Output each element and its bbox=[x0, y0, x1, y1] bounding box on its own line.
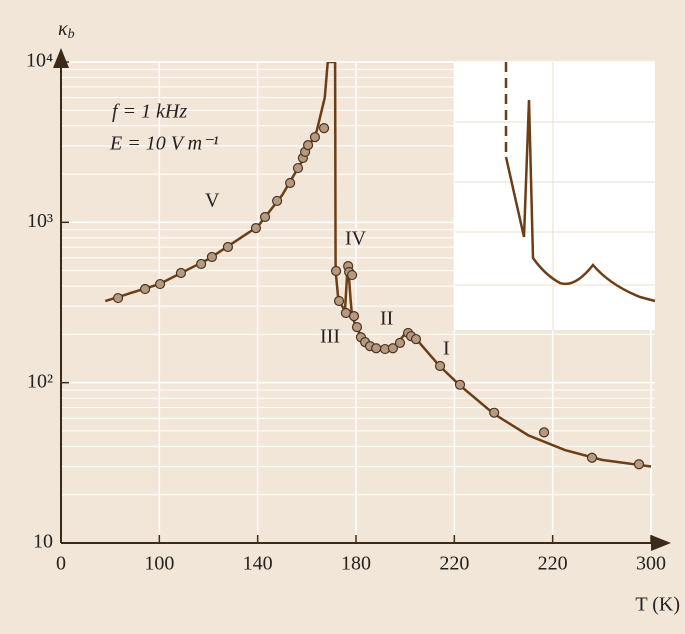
data-point bbox=[112, 292, 124, 304]
data-point bbox=[351, 322, 363, 333]
data-point bbox=[259, 211, 271, 223]
plot bbox=[104, 62, 652, 470]
annotation: I bbox=[443, 338, 450, 360]
data-point bbox=[434, 360, 446, 372]
y-tick-label: 10⁴ bbox=[26, 50, 53, 72]
data-point bbox=[196, 258, 207, 270]
data-point bbox=[154, 278, 166, 290]
data-point bbox=[318, 123, 330, 134]
data-point bbox=[489, 407, 500, 418]
data-point bbox=[250, 223, 262, 234]
annotation: II bbox=[380, 308, 393, 330]
data-point bbox=[139, 283, 151, 295]
y-tick-label: 10 bbox=[33, 531, 53, 553]
annotation: IV bbox=[345, 228, 367, 250]
data-point bbox=[271, 195, 283, 207]
data-point bbox=[410, 333, 422, 345]
annotation: E = 10 V m⁻¹ bbox=[109, 133, 219, 155]
data-point bbox=[333, 295, 345, 307]
data-point bbox=[348, 311, 360, 322]
x-tick-label: 140 bbox=[243, 553, 273, 575]
y-label-subscript: b bbox=[68, 27, 75, 42]
data-point bbox=[292, 162, 304, 174]
data-point bbox=[206, 251, 218, 263]
annotation: f = 1 kHz bbox=[112, 101, 187, 123]
x-tick-label: 100 bbox=[144, 553, 174, 575]
data-point bbox=[586, 452, 598, 463]
data-point bbox=[454, 379, 466, 390]
inset-grid bbox=[455, 62, 655, 330]
x-tick-label: 180 bbox=[341, 553, 371, 575]
data-point bbox=[394, 337, 406, 349]
data-point bbox=[285, 177, 296, 189]
data-point bbox=[175, 267, 187, 279]
inset-curve bbox=[504, 99, 656, 303]
data-point bbox=[309, 132, 321, 143]
data-point bbox=[302, 140, 314, 151]
data-point bbox=[371, 343, 382, 354]
x-tick-label: 0 bbox=[56, 553, 66, 575]
data-point bbox=[346, 269, 358, 281]
x-tick-label: 220 bbox=[439, 553, 469, 575]
annotation: V bbox=[205, 190, 220, 212]
data-point bbox=[387, 343, 398, 354]
y-label-symbol: κ bbox=[58, 18, 68, 40]
curve bbox=[104, 62, 652, 468]
data-point bbox=[633, 459, 645, 470]
y-tick-label: 10² bbox=[27, 370, 53, 392]
y-tick-label: 10³ bbox=[27, 210, 53, 232]
x-tick-label: 300 bbox=[636, 553, 666, 575]
data-point bbox=[222, 241, 234, 253]
annotation: III bbox=[320, 326, 340, 348]
data-point bbox=[330, 265, 342, 277]
x-axis-label: T (K) bbox=[635, 594, 680, 616]
x-tick-label: 220 bbox=[538, 553, 568, 575]
y-axis-label: κb bbox=[58, 18, 75, 43]
data-point bbox=[538, 427, 550, 438]
